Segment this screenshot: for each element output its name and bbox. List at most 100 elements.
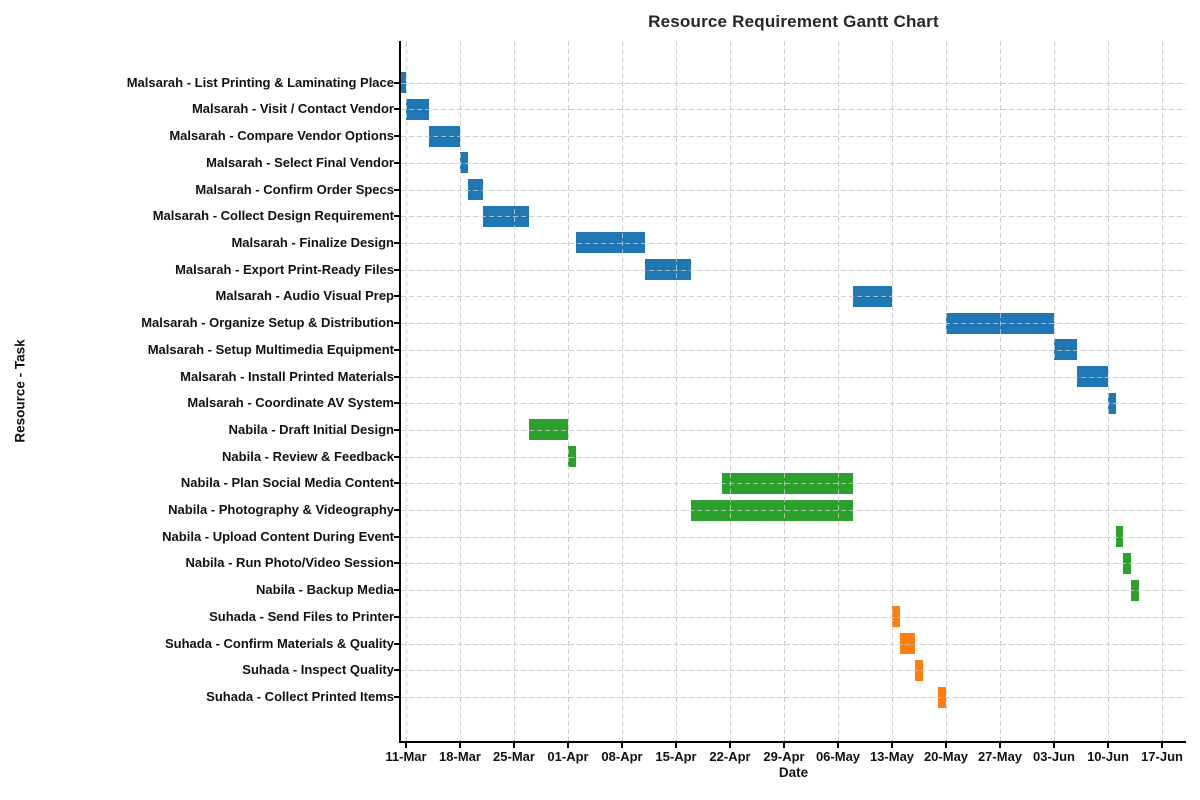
y-tick-label: Nabila - Backup Media — [256, 582, 394, 598]
x-tick-mark — [513, 743, 515, 748]
vertical-gridline — [1162, 41, 1164, 741]
x-axis-spine — [399, 741, 1186, 743]
y-tick-mark — [394, 108, 400, 111]
x-tick-mark — [459, 743, 461, 748]
vertical-gridline — [460, 41, 461, 741]
horizontal-gridline — [401, 616, 1186, 618]
y-tick-label: Nabila - Run Photo/Video Session — [185, 555, 394, 571]
plot-area — [401, 41, 1186, 741]
y-tick-mark — [394, 268, 400, 271]
x-tick-mark — [621, 743, 623, 748]
x-tick-mark — [1107, 743, 1110, 748]
y-tick-mark — [394, 322, 400, 325]
y-tick-mark — [394, 348, 400, 351]
x-tick-label: 10-Jun — [1087, 749, 1129, 764]
horizontal-gridline — [401, 376, 1186, 378]
x-tick-mark — [1161, 743, 1164, 748]
y-tick-mark — [394, 669, 400, 672]
y-tick-mark — [394, 615, 400, 618]
x-tick-mark — [675, 743, 677, 748]
y-tick-mark — [394, 375, 400, 378]
y-tick-label: Suhada - Collect Printed Items — [206, 689, 394, 705]
x-tick-mark — [783, 743, 785, 748]
y-tick-label: Malsarah - Collect Design Requirement — [152, 208, 394, 224]
y-tick-label: Malsarah - Confirm Order Specs — [195, 181, 394, 197]
y-tick-label: Suhada - Inspect Quality — [242, 662, 394, 678]
x-tick-mark — [1053, 743, 1055, 748]
x-tick-label: 22-Apr — [709, 749, 751, 764]
horizontal-gridline — [401, 536, 1186, 538]
x-tick-label: 29-Apr — [763, 749, 805, 764]
y-tick-label: Nabila - Photography & Videography — [168, 502, 394, 518]
y-tick-mark — [394, 428, 400, 431]
vertical-gridline — [838, 41, 839, 741]
horizontal-gridline — [401, 697, 1186, 699]
y-tick-label: Nabila - Draft Initial Design — [228, 421, 394, 437]
x-tick-label: 13-May — [869, 749, 915, 764]
x-tick-mark — [999, 743, 1001, 748]
horizontal-gridline — [401, 483, 1186, 485]
horizontal-gridline — [401, 349, 1186, 351]
horizontal-gridline — [401, 456, 1186, 458]
y-tick-mark — [394, 241, 400, 244]
vertical-gridline — [676, 41, 677, 741]
horizontal-gridline — [401, 136, 1186, 138]
y-tick-label: Malsarah - Audio Visual Prep — [215, 288, 394, 304]
vertical-gridline — [946, 41, 947, 741]
horizontal-gridline — [401, 82, 1186, 84]
y-tick-label: Malsarah - List Printing & Laminating Pl… — [126, 74, 394, 90]
y-tick-mark — [394, 509, 400, 512]
y-tick-label: Malsarah - Finalize Design — [231, 234, 394, 250]
horizontal-gridline — [401, 296, 1186, 298]
y-tick-label: Malsarah - Organize Setup & Distribution — [141, 315, 394, 331]
x-tick-mark — [945, 743, 947, 748]
y-tick-mark — [394, 535, 400, 538]
y-tick-label: Malsarah - Export Print-Ready Files — [175, 261, 394, 277]
x-tick-mark — [837, 743, 839, 748]
horizontal-gridline — [401, 189, 1186, 191]
x-tick-label: 15-Apr — [655, 749, 697, 764]
vertical-gridline — [892, 41, 893, 741]
y-tick-mark — [394, 455, 400, 458]
y-tick-mark — [394, 696, 400, 699]
y-tick-label: Malsarah - Setup Multimedia Equipment — [147, 341, 394, 357]
x-tick-mark — [891, 743, 893, 748]
vertical-gridline — [568, 41, 569, 741]
vertical-gridline — [1108, 41, 1110, 741]
vertical-gridline — [622, 41, 623, 741]
vertical-gridline — [1000, 41, 1001, 741]
horizontal-gridline — [401, 403, 1186, 405]
y-tick-label: Malsarah - Select Final Vendor — [206, 154, 394, 170]
y-tick-label: Nabila - Upload Content During Event — [162, 528, 394, 544]
horizontal-gridline — [401, 563, 1186, 565]
vertical-gridline — [1054, 41, 1055, 741]
y-tick-label: Nabila - Plan Social Media Content — [180, 475, 394, 491]
y-tick-label: Nabila - Review & Feedback — [222, 448, 394, 464]
vertical-gridline — [784, 41, 785, 741]
chart-title: Resource Requirement Gantt Chart — [648, 12, 939, 31]
y-tick-mark — [394, 161, 400, 164]
horizontal-gridline — [401, 109, 1186, 111]
y-tick-label: Malsarah - Compare Vendor Options — [169, 128, 394, 144]
horizontal-gridline — [401, 242, 1186, 244]
y-tick-mark — [394, 482, 400, 485]
y-tick-mark — [394, 215, 400, 218]
vertical-gridline — [514, 41, 515, 741]
y-tick-mark — [394, 295, 400, 298]
horizontal-gridline — [401, 643, 1186, 645]
x-tick-label: 18-Mar — [439, 749, 481, 764]
x-tick-label: 17-Jun — [1141, 749, 1183, 764]
horizontal-gridline — [401, 323, 1186, 325]
x-tick-label: 27-May — [977, 749, 1023, 764]
y-axis-spine — [399, 41, 401, 743]
y-tick-label: Suhada - Send Files to Printer — [209, 608, 394, 624]
y-tick-mark — [394, 562, 400, 565]
y-tick-mark — [394, 188, 400, 191]
horizontal-gridline — [401, 269, 1186, 271]
horizontal-gridline — [401, 590, 1186, 592]
x-tick-label: 25-Mar — [493, 749, 535, 764]
x-tick-label: 06-May — [815, 749, 861, 764]
y-tick-label: Suhada - Confirm Materials & Quality — [165, 635, 394, 651]
y-tick-mark — [394, 589, 400, 592]
